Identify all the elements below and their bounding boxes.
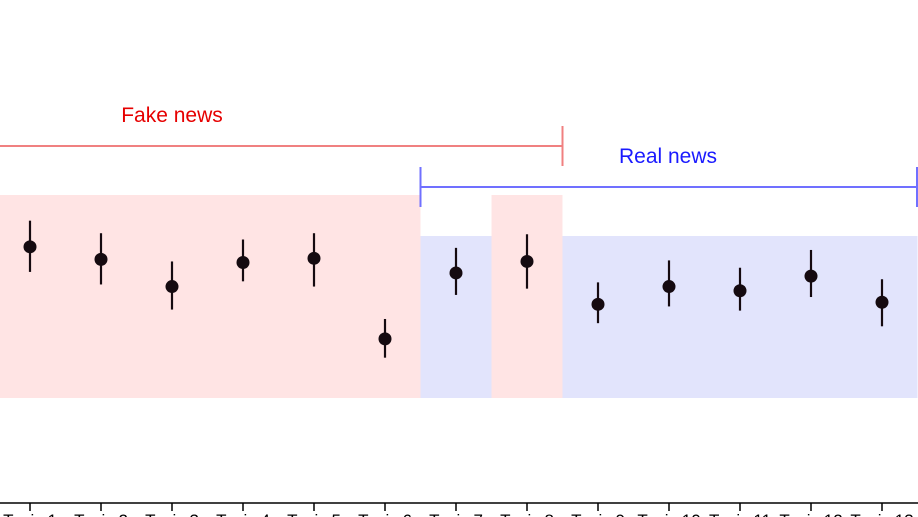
x-tick-label-topic-1: Topic 1 [3,511,57,517]
x-tick-label-topic-10: Topic 10 [637,511,700,517]
point-topic-6 [378,332,392,346]
band-topic-11 [704,236,776,398]
band-topic-8 [491,195,563,398]
x-tick-label-topic-9: Topic 9 [571,511,625,517]
x-tick-label-topic-11: Topic 11 [709,511,771,517]
x-tick-label-topic-8: Topic 8 [500,511,554,517]
x-tick-label-topic-12: Topic 12 [779,511,842,517]
x-tick-label-topic-7: Topic 7 [429,511,483,517]
x-tick-label-topic-5: Topic 5 [287,511,341,517]
band-topic-2 [65,195,137,398]
band-topic-5 [278,195,350,398]
band-topic-4 [207,195,279,398]
point-topic-4 [236,256,250,270]
x-tick-label-topic-3: Topic 3 [145,511,199,517]
x-tick-label-topic-6: Topic 6 [358,511,412,517]
band-topic-10 [633,236,705,398]
band-topic-6 [349,195,421,398]
point-topic-12 [804,269,818,283]
band-topic-1 [0,195,66,398]
x-tick-label-topic-2: Topic 2 [74,511,128,517]
point-topic-2 [94,252,108,266]
fake-news-label: Fake news [121,104,223,127]
point-topic-13 [875,295,889,309]
group-brackets: Fake news Real news [0,104,918,207]
topic-bands [0,195,918,398]
point-topic-1 [23,240,37,254]
x-tick-label-topic-13: Topic 13 [850,511,913,517]
point-topic-5 [307,251,321,265]
x-axis: Topic 1 Topic 2 Topic 3 Topic 4 Topic 5 Topic… [0,502,918,517]
point-topic-8 [520,254,534,268]
point-topic-11 [733,284,747,298]
x-tick-label-topic-4: Topic 4 [216,511,270,517]
data-points [23,240,889,346]
point-topic-10 [662,280,676,294]
point-topic-9 [591,297,605,311]
real-news-label: Real news [619,145,717,168]
point-topic-3 [165,280,179,294]
point-topic-7 [449,266,463,280]
